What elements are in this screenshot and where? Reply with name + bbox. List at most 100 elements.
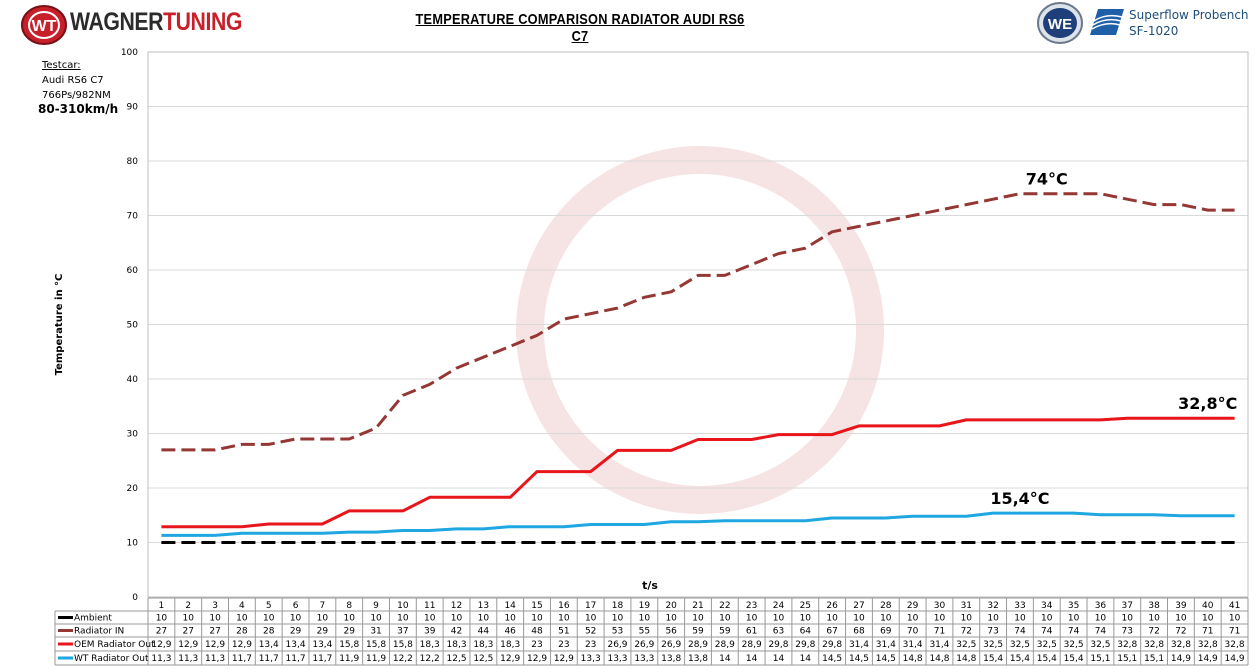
speed-range: 80-310km/h xyxy=(38,102,119,116)
table-category-cell: 28 xyxy=(880,601,892,611)
table-value-cell: 28,9 xyxy=(742,640,762,650)
table-value-cell: 14,5 xyxy=(822,654,842,664)
table-value-cell: 12,9 xyxy=(205,640,225,650)
table-value-cell: 10 xyxy=(853,614,865,624)
y-axis-label: Temperature in °C xyxy=(54,274,65,376)
series-line-wt-radiator-out xyxy=(161,511,1235,537)
table-value-cell: 46 xyxy=(504,627,516,637)
table-value-cell: 55 xyxy=(639,627,650,637)
bench-info: Superflow Probench SF-1020 xyxy=(1129,7,1249,39)
table-category-cell: 18 xyxy=(612,601,624,611)
table-category-cell: 21 xyxy=(692,601,703,611)
table-value-cell: 29 xyxy=(317,627,329,637)
table-value-cell: 28,9 xyxy=(715,640,735,650)
table-category-cell: 16 xyxy=(558,601,570,611)
table-category-cell: 6 xyxy=(293,601,299,611)
table-category-cell: 39 xyxy=(1175,601,1187,611)
table-category-cell: 19 xyxy=(639,601,651,611)
right-logo-text: WE xyxy=(1048,16,1072,33)
table-value-cell: 29 xyxy=(343,627,355,637)
x-axis-label: t/s xyxy=(642,579,658,592)
table-value-cell: 37 xyxy=(397,627,408,637)
data-annotation: 32,8°C xyxy=(1178,394,1237,413)
y-tick-label: 50 xyxy=(127,321,139,331)
table-value-cell: 10 xyxy=(504,614,516,624)
table-value-cell: 10 xyxy=(1175,614,1187,624)
table-value-cell: 56 xyxy=(665,627,677,637)
table-value-cell: 13,4 xyxy=(312,640,332,650)
table-value-cell: 10 xyxy=(907,614,919,624)
table-category-cell: 1 xyxy=(159,601,165,611)
series-line-oem-radiator-out xyxy=(161,416,1235,529)
table-category-cell: 38 xyxy=(1148,601,1160,611)
table-value-cell: 10 xyxy=(961,614,973,624)
table-value-cell: 14 xyxy=(746,654,758,664)
data-annotation: 15,4°C xyxy=(990,489,1049,508)
y-tick-label: 60 xyxy=(127,266,139,276)
table-value-cell: 10 xyxy=(987,614,999,624)
table-value-cell: 15,8 xyxy=(339,640,359,650)
table-category-cell: 7 xyxy=(320,601,326,611)
table-value-cell: 10 xyxy=(773,614,785,624)
table-value-cell: 11,9 xyxy=(339,654,359,664)
table-category-cell: 26 xyxy=(826,601,838,611)
table-value-cell: 12,9 xyxy=(527,654,547,664)
table-value-cell: 18,3 xyxy=(447,640,467,650)
table-value-cell: 11,7 xyxy=(232,654,252,664)
table-category-cell: 25 xyxy=(800,601,811,611)
table-category-cell: 20 xyxy=(665,601,677,611)
table-value-cell: 13,3 xyxy=(581,654,601,664)
table-value-cell: 10 xyxy=(156,614,168,624)
table-value-cell: 32,5 xyxy=(956,640,976,650)
table-value-cell: 32,8 xyxy=(1171,640,1191,650)
table-value-cell: 10 xyxy=(236,614,248,624)
table-category-cell: 8 xyxy=(346,601,352,611)
superflow-logo-icon xyxy=(1090,9,1124,35)
table-value-cell: 11,9 xyxy=(366,654,386,664)
table-category-cell: 33 xyxy=(1014,601,1025,611)
table-category-cell: 30 xyxy=(934,601,946,611)
table-value-cell: 10 xyxy=(1041,614,1053,624)
table-category-cell: 3 xyxy=(212,601,218,611)
table-value-cell: 13,3 xyxy=(607,654,627,664)
table-value-cell: 71 xyxy=(1202,627,1213,637)
chart-title: TEMPERATURE COMPARISON RADIATOR AUDI RS6… xyxy=(415,11,745,45)
table-value-cell: 14,5 xyxy=(876,654,896,664)
table-value-cell: 32,5 xyxy=(1064,640,1084,650)
table-value-cell: 52 xyxy=(585,627,596,637)
watermark-logo-icon xyxy=(516,146,884,514)
table-value-cell: 12,2 xyxy=(420,654,440,664)
table-value-cell: 14 xyxy=(773,654,785,664)
table-value-cell: 12,5 xyxy=(473,654,493,664)
table-value-cell: 29,8 xyxy=(822,640,842,650)
table-value-cell: 18,3 xyxy=(473,640,493,650)
table-value-cell: 12,9 xyxy=(151,640,171,650)
table-category-cell: 37 xyxy=(1122,601,1133,611)
table-value-cell: 74 xyxy=(1095,627,1107,637)
table-value-cell: 11,7 xyxy=(312,654,332,664)
table-value-cell: 10 xyxy=(209,614,221,624)
table-value-cell: 72 xyxy=(1148,627,1159,637)
table-value-cell: 15,1 xyxy=(1144,654,1164,664)
table-value-cell: 10 xyxy=(397,614,409,624)
table-value-cell: 13,3 xyxy=(634,654,654,664)
table-value-cell: 72 xyxy=(961,627,972,637)
table-value-cell: 70 xyxy=(907,627,919,637)
table-value-cell: 39 xyxy=(424,627,436,637)
y-tick-label: 10 xyxy=(127,539,139,549)
table-value-cell: 27 xyxy=(156,627,167,637)
table-value-cell: 14 xyxy=(800,654,812,664)
table-value-cell: 11,7 xyxy=(259,654,279,664)
table-value-cell: 10 xyxy=(343,614,355,624)
table-value-cell: 59 xyxy=(692,627,704,637)
bench-name: Superflow Probench xyxy=(1129,8,1249,22)
table-category-cell: 13 xyxy=(478,601,489,611)
table-value-cell: 74 xyxy=(1014,627,1026,637)
table-value-cell: 10 xyxy=(612,614,624,624)
table-value-cell: 12,9 xyxy=(178,640,198,650)
table-value-cell: 74 xyxy=(1041,627,1053,637)
table-value-cell: 10 xyxy=(665,614,677,624)
y-tick-label: 40 xyxy=(127,375,139,385)
legend-label: Radiator IN xyxy=(74,627,124,637)
y-tick-label: 0 xyxy=(132,593,138,603)
